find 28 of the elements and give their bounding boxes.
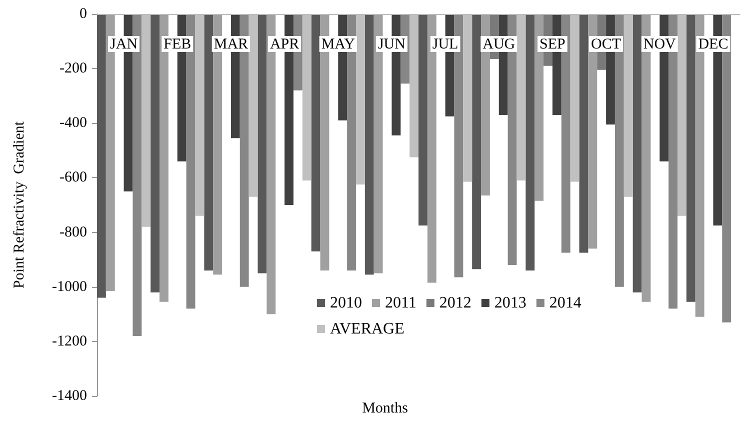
y-tick-label: 0 [80,6,87,22]
y-tick-label: -600 [60,170,87,186]
x-tick-label: MAY [321,36,356,52]
legend-label: AVERAGE [330,320,404,338]
legend-label: 2014 [549,294,582,312]
legend-label: 2013 [494,294,526,312]
y-tick-label: -1400 [52,388,87,404]
y-tick-label: -400 [60,115,87,132]
x-tick-label: MAR [214,36,248,52]
x-tick-label: NOV [643,36,676,52]
x-tick-label: AUG [482,36,516,52]
x-tick-label: DEC [698,36,728,52]
y-tick-label: -200 [60,60,87,77]
x-tick-label: JUL [432,36,458,52]
y-tick-label: -1200 [52,333,87,350]
x-tick-label: OCT [591,36,622,52]
x-tick-label: SEP [540,36,566,52]
x-tick-label: FEB [164,36,192,52]
legend-label: 2011 [385,294,416,312]
x-tick-label: APR [270,36,300,52]
x-axis-title: Months [362,400,408,416]
y-tick-label: -1000 [52,278,87,295]
x-tick-label: JAN [110,36,138,52]
y-axis-title: Point Refractivity Gradient [12,120,28,289]
legend-label: 2010 [330,294,362,312]
y-tick-label: -800 [60,224,87,240]
legend-label: 2012 [439,294,472,312]
x-tick-label: JUN [378,36,406,52]
